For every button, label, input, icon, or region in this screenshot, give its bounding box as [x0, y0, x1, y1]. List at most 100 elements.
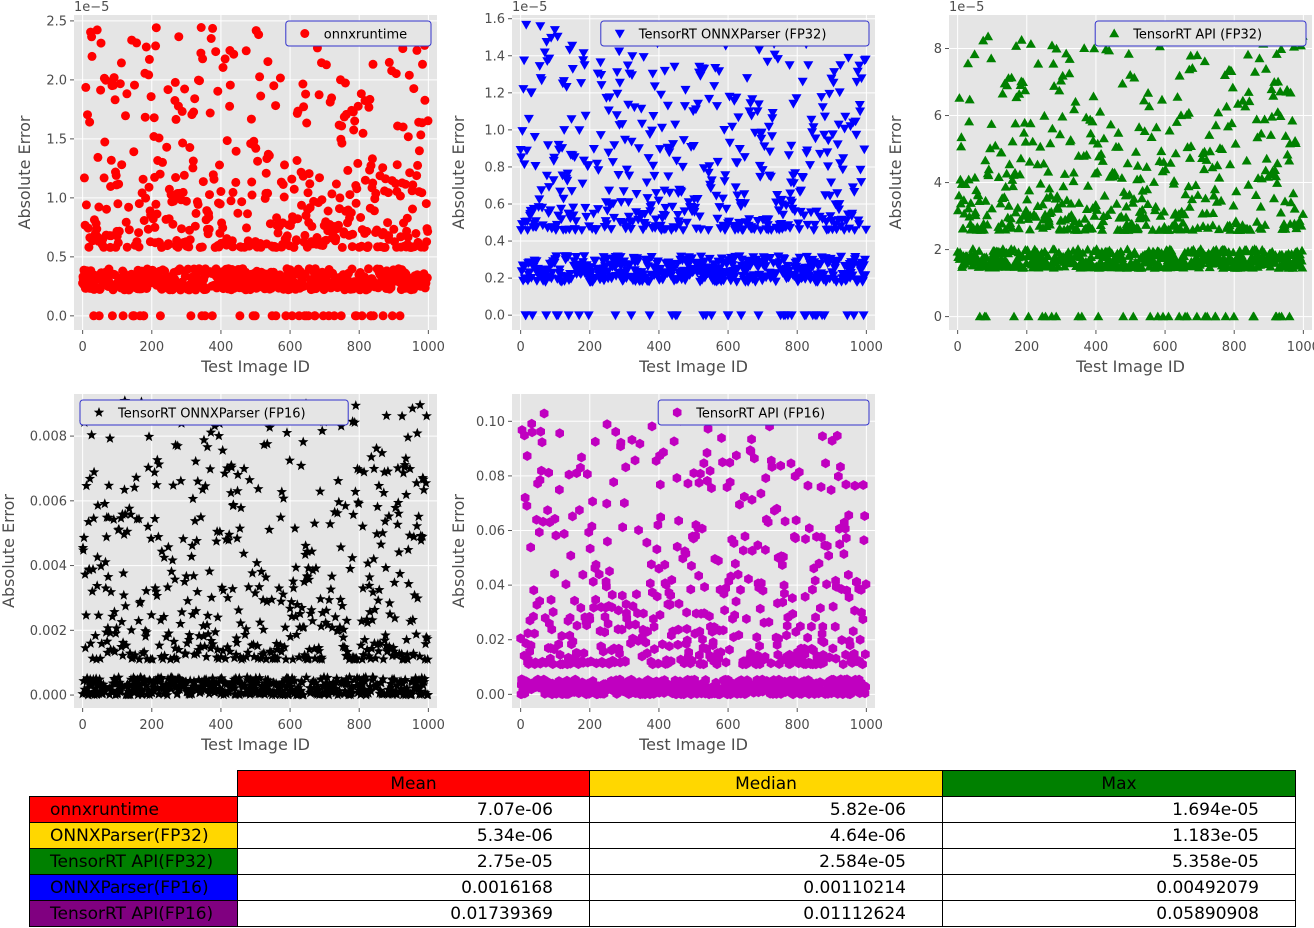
data-point: [551, 252, 562, 262]
data-point: [822, 148, 833, 158]
data-point: [291, 629, 302, 640]
data-point: [204, 212, 214, 222]
data-point: [649, 171, 660, 181]
data-point: [118, 529, 130, 539]
legend-label: TensorRT API (FP32): [1132, 28, 1262, 43]
data-point: [1130, 249, 1140, 258]
data-point: [682, 635, 692, 646]
data-point: [1220, 311, 1231, 321]
data-point: [659, 447, 668, 458]
data-point: [609, 141, 620, 150]
data-point: [1244, 96, 1255, 106]
data-point: [1241, 155, 1252, 165]
data-point: [725, 644, 734, 655]
data-point: [519, 160, 530, 170]
data-point: [293, 651, 305, 662]
data-point: [153, 458, 165, 469]
data-point: [548, 607, 558, 617]
data-point: [583, 311, 594, 321]
data-point: [568, 636, 578, 647]
data-point: [388, 673, 400, 684]
data-point: [1083, 181, 1093, 190]
data-point: [621, 656, 630, 667]
data-point: [554, 639, 563, 650]
data-point: [669, 436, 679, 447]
data-point: [530, 628, 539, 639]
data-point: [366, 451, 377, 462]
data-point: [368, 672, 379, 683]
data-point: [241, 46, 251, 56]
y-tick-label: 0.002: [30, 624, 67, 639]
data-point: [285, 681, 297, 691]
data-point: [760, 651, 770, 662]
data-point: [522, 226, 533, 235]
data-point: [140, 680, 152, 690]
data-point: [190, 94, 200, 104]
data-point: [773, 206, 784, 216]
data-point: [1149, 177, 1159, 186]
data-point: [305, 179, 315, 189]
data-point: [1044, 219, 1055, 229]
data-point: [557, 631, 567, 641]
y-tick-label: 1.0: [46, 191, 67, 206]
data-point: [1226, 118, 1237, 128]
data-point: [1009, 311, 1019, 321]
data-point: [1192, 190, 1203, 199]
data-point: [828, 78, 839, 88]
data-point: [1014, 169, 1025, 179]
data-point: [832, 189, 843, 199]
data-point: [405, 616, 416, 626]
data-point: [550, 226, 561, 235]
legend-box: [79, 399, 349, 426]
data-point: [280, 653, 292, 664]
data-point: [308, 675, 319, 686]
data-point: [333, 496, 344, 507]
data-point: [336, 420, 347, 431]
data-point: [535, 596, 544, 607]
data-point: [730, 610, 739, 621]
data-point: [549, 153, 560, 163]
data-point: [342, 646, 353, 657]
data-point: [154, 133, 164, 143]
data-point: [300, 230, 310, 240]
data-point: [114, 226, 124, 236]
data-point: [834, 88, 845, 98]
data-point: [591, 594, 600, 605]
data-point: [1225, 225, 1236, 234]
data-point: [548, 176, 559, 186]
data-point: [1183, 181, 1194, 191]
data-point: [393, 497, 404, 508]
data-point: [776, 460, 785, 471]
data-point: [225, 80, 235, 90]
data-point: [524, 268, 535, 278]
data-point: [606, 225, 617, 234]
data-point: [225, 487, 237, 498]
data-point: [80, 609, 92, 620]
data-point: [148, 685, 160, 696]
scatter-plot-1: 0 200 400 600 800 10000.00.51.01.52.02.5Test …: [15, 0, 445, 376]
data-point: [986, 203, 997, 213]
data-point: [1116, 173, 1127, 182]
y-tick-label: 0.006: [30, 494, 67, 509]
data-point: [683, 478, 693, 489]
data-point: [763, 517, 773, 528]
data-point: [566, 274, 577, 284]
data-point: [202, 441, 213, 452]
data-point: [1280, 131, 1291, 140]
data-point: [636, 104, 647, 114]
data-point: [310, 677, 321, 688]
data-point: [703, 168, 714, 178]
data-point: [699, 257, 710, 267]
data-point: [257, 594, 269, 605]
data-point: [174, 674, 186, 685]
y-tick-label: 1.4: [484, 49, 505, 64]
data-point: [786, 311, 797, 321]
data-point: [1136, 262, 1147, 271]
data-point: [723, 311, 734, 321]
data-point: [700, 582, 709, 592]
data-point: [656, 512, 665, 523]
data-point: [767, 461, 777, 472]
data-point: [231, 146, 241, 156]
data-point: [1074, 218, 1085, 227]
data-point: [678, 136, 689, 145]
